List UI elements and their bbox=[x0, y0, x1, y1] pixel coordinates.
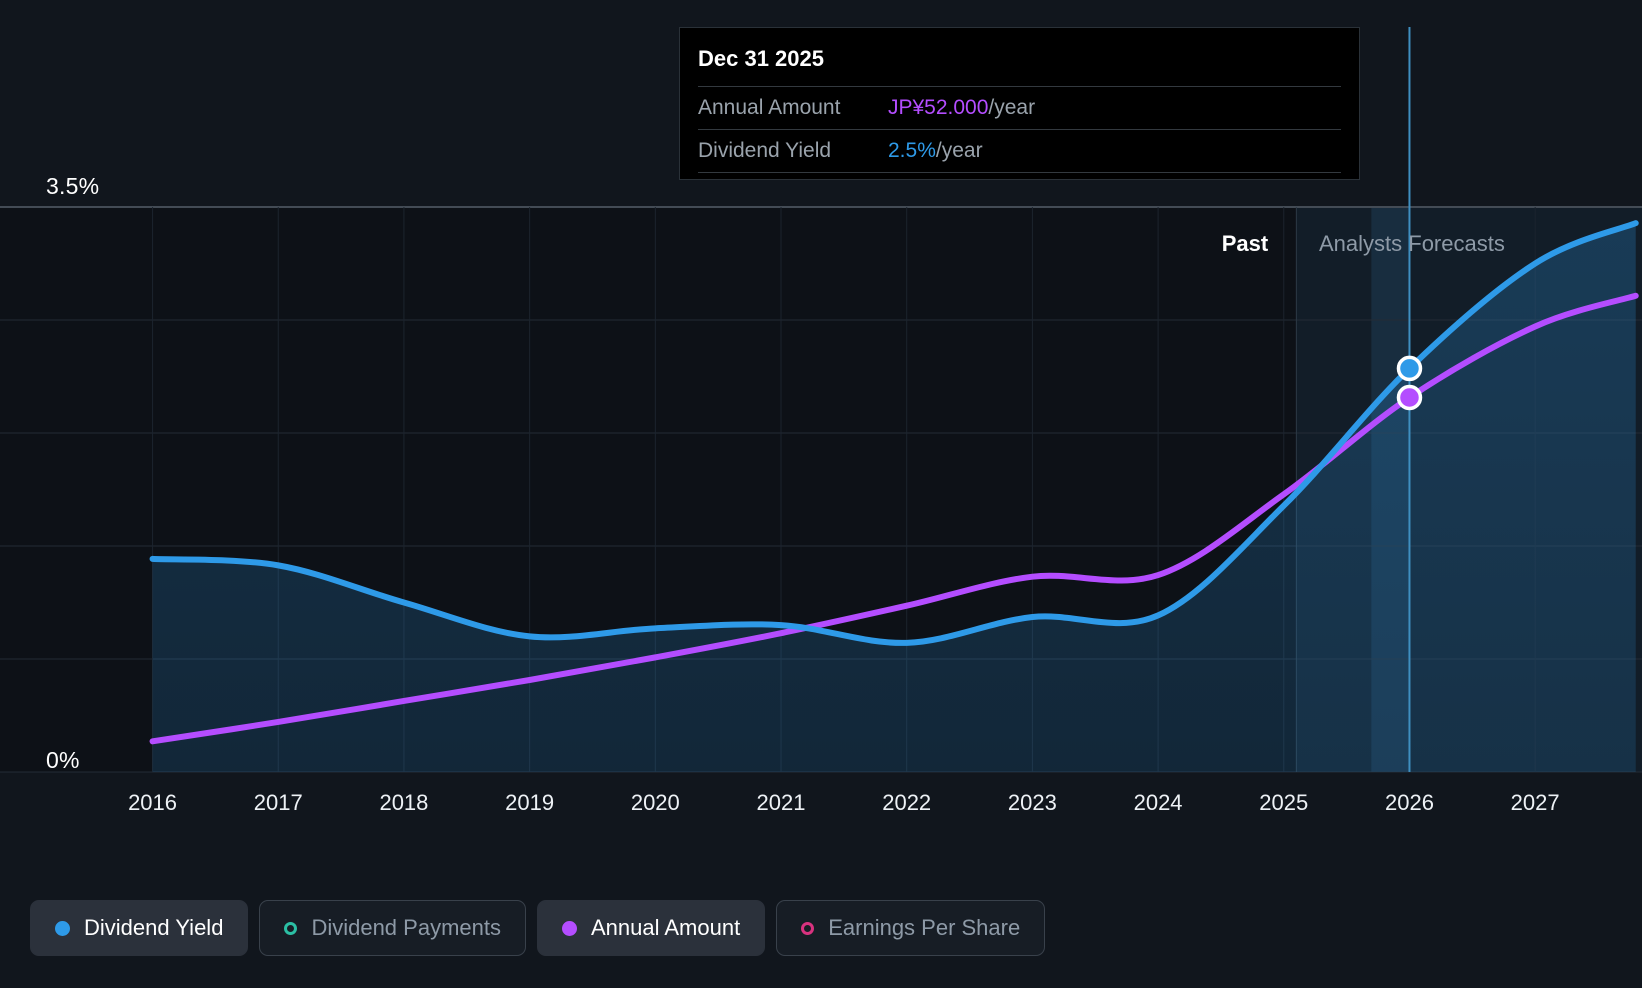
tooltip-yield-suffix: /year bbox=[935, 139, 983, 162]
legend-item-earnings-per-share[interactable]: Earnings Per Share bbox=[776, 900, 1046, 956]
tooltip-label-dividend-yield: Dividend Yield bbox=[698, 139, 832, 162]
x-axis-tick-2024: 2024 bbox=[1133, 790, 1183, 815]
legend-swatch-icon bbox=[284, 921, 298, 935]
past-band-label: Past bbox=[1221, 231, 1269, 256]
x-axis-tick-2026: 2026 bbox=[1384, 790, 1434, 815]
y-axis-label-min: 0% bbox=[46, 747, 80, 773]
y-axis-label-max: 3.5% bbox=[46, 173, 100, 199]
legend-item-dividend-yield[interactable]: Dividend Yield bbox=[30, 900, 249, 956]
chart-legend: Dividend Yield Dividend Payments Annual Am… bbox=[30, 900, 1046, 956]
legend-item-label: Dividend Yield bbox=[84, 915, 224, 940]
x-axis-tick-2019: 2019 bbox=[505, 790, 555, 815]
x-axis-tick-2025: 2025 bbox=[1259, 790, 1309, 815]
dividend-yield-area bbox=[152, 223, 1636, 772]
dividend-yield-marker bbox=[1396, 355, 1423, 382]
chart-tooltip: Dec 31 2025 Annual Amount JP¥52.000/year… bbox=[679, 27, 1360, 180]
x-axis-tick-2027: 2027 bbox=[1510, 790, 1560, 815]
x-axis-tick-2021: 2021 bbox=[756, 790, 806, 815]
legend-swatch-icon bbox=[801, 921, 815, 935]
legend-item-label: Earnings Per Share bbox=[828, 915, 1021, 940]
x-axis: 2016 2017 2018 2019 2020 2021 2022 2023 2024 2025… bbox=[0, 790, 1642, 835]
x-axis-tick-2016: 2016 bbox=[128, 790, 178, 815]
legend-swatch-icon bbox=[55, 920, 70, 936]
tooltip-amount-suffix: /year bbox=[988, 96, 1036, 119]
forecast-band-label: Analysts Forecasts bbox=[1319, 231, 1505, 256]
tooltip-value-annual-amount: JP¥52.000/year bbox=[888, 96, 1035, 120]
tooltip-yield-number: 2.5% bbox=[888, 139, 936, 162]
tooltip-value-dividend-yield: 2.5%/year bbox=[888, 139, 983, 163]
legend-item-label: Dividend Payments bbox=[311, 915, 501, 940]
x-axis-tick-2020: 2020 bbox=[630, 790, 680, 815]
x-axis-tick-2022: 2022 bbox=[882, 790, 932, 815]
x-axis-tick-2017: 2017 bbox=[253, 790, 303, 815]
annual-amount-marker bbox=[1396, 384, 1423, 411]
legend-item-annual-amount[interactable]: Annual Amount bbox=[536, 900, 766, 956]
legend-item-label: Annual Amount bbox=[590, 915, 741, 940]
tooltip-date: Dec 31 2025 bbox=[698, 46, 824, 71]
x-axis-tick-2023: 2023 bbox=[1007, 790, 1057, 815]
tooltip-amount-number: JP¥52.000 bbox=[888, 96, 989, 119]
tooltip-label-annual-amount: Annual Amount bbox=[698, 96, 841, 119]
tooltip-row-annual-amount: Annual Amount JP¥52.000/year bbox=[698, 86, 1341, 129]
x-axis-tick-2018: 2018 bbox=[379, 790, 429, 815]
legend-item-dividend-payments[interactable]: Dividend Payments bbox=[259, 900, 526, 956]
legend-swatch-icon bbox=[561, 920, 577, 936]
tooltip-row-dividend-yield: Dividend Yield 2.5%/year bbox=[698, 129, 1341, 173]
